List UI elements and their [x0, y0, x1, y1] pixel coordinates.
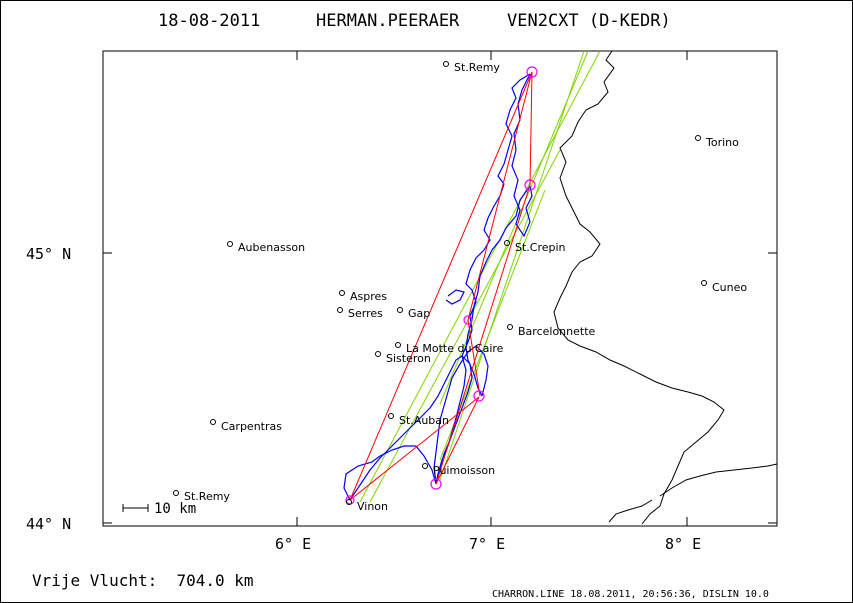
- scale-label: 10 km: [154, 501, 196, 517]
- turnpoints: [345, 66, 538, 505]
- lat-label-45: 45° N: [26, 245, 71, 263]
- turnpoint-2: [524, 179, 536, 191]
- flight-legs: [349, 71, 533, 501]
- place-label: Serres: [348, 307, 383, 320]
- pilot-name: HERMAN.PEERAER: [316, 11, 460, 31]
- place-label: La Motte du Caire: [406, 342, 504, 355]
- place-label: Vinon: [357, 500, 388, 513]
- credits-label: CHARRON.LINE 18.08.2011, 20:56:36, DISLI…: [492, 589, 769, 600]
- lon-label-7: 7° E: [469, 535, 505, 553]
- place-label: Cuneo: [712, 281, 747, 294]
- place-label: St.Remy: [184, 490, 230, 503]
- place-labels: St.Remy Torino Aubenasson St.Crepin Cune…: [184, 61, 747, 513]
- lon-label-8: 8° E: [665, 535, 701, 553]
- place-label: St.Auban: [399, 414, 449, 427]
- lat-label-44: 44° N: [26, 515, 71, 533]
- place-label: Gap: [408, 307, 430, 320]
- turnpoint-4: [473, 390, 485, 402]
- place-label: St.Crepin: [515, 241, 566, 254]
- turnpoint-6: [463, 315, 473, 325]
- turnpoint-3: [430, 478, 442, 490]
- place-label: Aspres: [350, 290, 387, 303]
- country-border: [553, 50, 778, 525]
- glider-id: VEN2CXT (D-KEDR): [507, 11, 671, 31]
- place-label: Carpentras: [221, 420, 282, 433]
- place-label: Barcelonnette: [518, 325, 596, 338]
- distance-label: Vrije Vlucht: 704.0 km: [32, 571, 254, 590]
- place-label: St.Remy: [454, 61, 500, 74]
- places: [173, 61, 707, 505]
- place-label: Torino: [705, 136, 739, 149]
- place-label: Sisteron: [386, 352, 431, 365]
- lon-label-6: 6° E: [275, 535, 311, 553]
- place-label: Puimoisson: [433, 464, 495, 477]
- place-label: Aubenasson: [238, 241, 305, 254]
- turnpoint-1: [526, 66, 538, 78]
- graticule-ticks: [103, 51, 777, 526]
- flight-date: 18-08-2011: [158, 11, 260, 31]
- plot-area: [102, 50, 778, 527]
- scale-bar: [122, 504, 149, 512]
